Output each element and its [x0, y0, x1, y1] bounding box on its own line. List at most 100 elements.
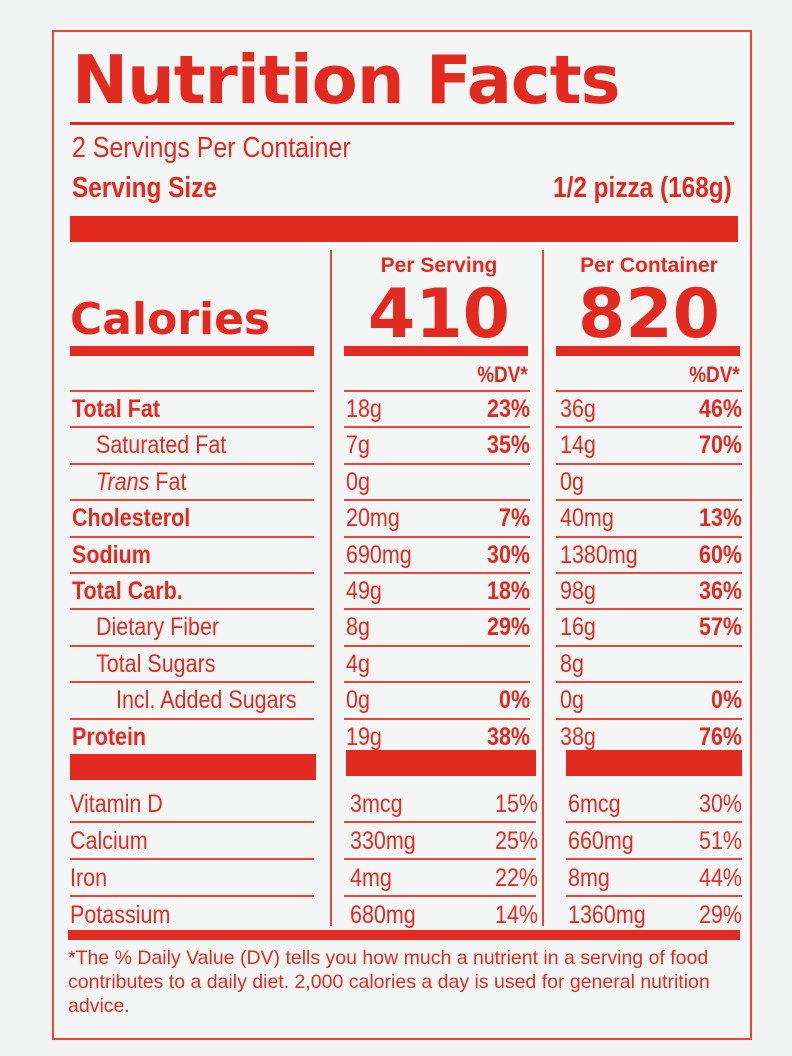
nutrition-facts-label: Nutrition Facts 2 Servings Per Container…	[52, 30, 752, 1040]
container-amount: 0g	[560, 467, 584, 496]
row-divider	[556, 462, 742, 465]
container-amount: 0g	[560, 686, 584, 715]
calories-label: Calories	[70, 294, 271, 345]
calories-bar-mid	[344, 346, 528, 356]
container-dv: 0%	[710, 686, 742, 715]
serving-amount: 330mg	[350, 827, 416, 855]
row-divider	[344, 858, 536, 860]
row-divider	[70, 858, 314, 860]
serving-amount: 20mg	[346, 504, 400, 533]
vitamin-name: Potassium	[70, 901, 171, 929]
container-amount: 40mg	[560, 504, 614, 533]
serving-size-label: Serving Size	[72, 172, 217, 204]
serving-size-thick-bar	[70, 216, 738, 242]
serving-amount: 3mcg	[350, 790, 403, 818]
serving-dv: 14%	[494, 901, 538, 929]
nutrient-name: Total Fat	[72, 395, 160, 423]
container-amount: 16g	[560, 613, 596, 642]
row-divider	[70, 644, 314, 647]
per-container-header: Per Container	[580, 254, 718, 277]
row-divider	[344, 821, 536, 823]
vitamin-name: Calcium	[70, 827, 148, 855]
footnote-bar	[68, 930, 740, 940]
serving-dv: 0%	[498, 686, 530, 715]
row-divider	[566, 858, 742, 860]
serving-dv: 30%	[486, 540, 530, 569]
row-divider	[70, 535, 314, 538]
row-divider	[556, 499, 742, 502]
container-dv: 30%	[698, 790, 742, 818]
container-dv: 29%	[698, 901, 742, 929]
serving-size-value: 1/2 pizza (168g)	[553, 172, 732, 204]
dv-footnote: *The % Daily Value (DV) tells you how mu…	[68, 947, 710, 1017]
column-divider-1	[330, 250, 332, 926]
nutrient-row: Incl. Added Sugars 0g 0% 0g 0%	[54, 682, 750, 719]
container-amount: 1360mg	[568, 901, 646, 929]
container-dv: 51%	[698, 827, 742, 855]
row-divider	[70, 426, 314, 429]
dv-header-container: %DV*	[689, 362, 740, 387]
row-divider	[70, 895, 314, 897]
container-dv: 57%	[698, 613, 742, 642]
vitamin-row: Calcium 330mg 25% 660mg 51%	[54, 823, 750, 860]
serving-amount: 18g	[346, 395, 382, 423]
nutrient-name: Saturated Fat	[96, 431, 227, 460]
nutrient-name: Total Sugars	[96, 649, 216, 678]
serving-amount: 8g	[346, 613, 370, 642]
label-title: Nutrition Facts	[72, 41, 621, 119]
serving-amount: 680mg	[350, 901, 416, 929]
row-divider	[556, 717, 742, 720]
container-dv: 76%	[698, 722, 742, 751]
nutrient-name-prefix: Trans	[96, 467, 150, 496]
container-amount: 14g	[560, 431, 596, 460]
row-divider	[556, 535, 742, 538]
container-dv: 70%	[698, 431, 742, 460]
serving-amount: 0g	[346, 686, 370, 715]
container-amount: 8g	[560, 649, 584, 678]
row-divider	[344, 462, 530, 465]
serving-dv: 38%	[486, 722, 530, 751]
serving-dv: 35%	[486, 431, 530, 460]
row-divider	[344, 535, 530, 538]
row-divider	[556, 644, 742, 647]
calories-bar-right	[556, 346, 740, 356]
row-divider	[566, 895, 742, 897]
serving-amount: 19g	[346, 722, 382, 751]
vitamin-bar-left	[70, 754, 316, 780]
nutrient-name: Cholesterol	[72, 504, 191, 533]
container-amount: 6mcg	[568, 790, 621, 818]
row-divider	[344, 426, 530, 429]
vitamin-name: Iron	[70, 864, 108, 892]
serving-amount: 4mg	[350, 864, 392, 892]
serving-dv: 7%	[498, 504, 530, 533]
container-dv: 13%	[698, 504, 742, 533]
serving-dv: 18%	[486, 577, 530, 605]
row-divider	[566, 821, 742, 823]
nutrient-row: Trans Fat 0g 0g	[54, 464, 750, 501]
serving-amount: 0g	[346, 467, 370, 496]
vitamin-row: Vitamin D 3mcg 15% 6mcg 30%	[54, 786, 750, 823]
container-amount: 660mg	[568, 827, 634, 855]
nutrient-row: Total Sugars 4g 8g	[54, 646, 750, 683]
row-divider	[70, 499, 314, 502]
nutrient-name: Incl. Added Sugars	[116, 686, 297, 715]
nutrient-name-group: Trans Fat	[96, 464, 186, 501]
row-divider	[70, 608, 314, 611]
row-divider	[344, 681, 530, 684]
row-divider	[556, 390, 742, 392]
row-divider	[556, 426, 742, 429]
serving-amount: 49g	[346, 577, 382, 605]
serving-amount: 690mg	[346, 540, 412, 569]
servings-per-container: 2 Servings Per Container	[72, 132, 351, 164]
serving-dv: 22%	[494, 864, 538, 892]
nutrient-row: Cholesterol 20mg 7% 40mg 13%	[54, 500, 750, 537]
row-divider	[556, 572, 742, 574]
vitamin-bar-mid	[346, 750, 536, 776]
nutrient-row: Saturated Fat 7g 35% 14g 70%	[54, 427, 750, 464]
serving-dv: 23%	[486, 395, 530, 423]
column-divider-2	[542, 250, 544, 926]
vitamin-bar-right	[566, 750, 742, 776]
row-divider	[70, 462, 314, 465]
row-divider	[70, 717, 314, 720]
nutrient-name: Protein	[72, 722, 147, 751]
